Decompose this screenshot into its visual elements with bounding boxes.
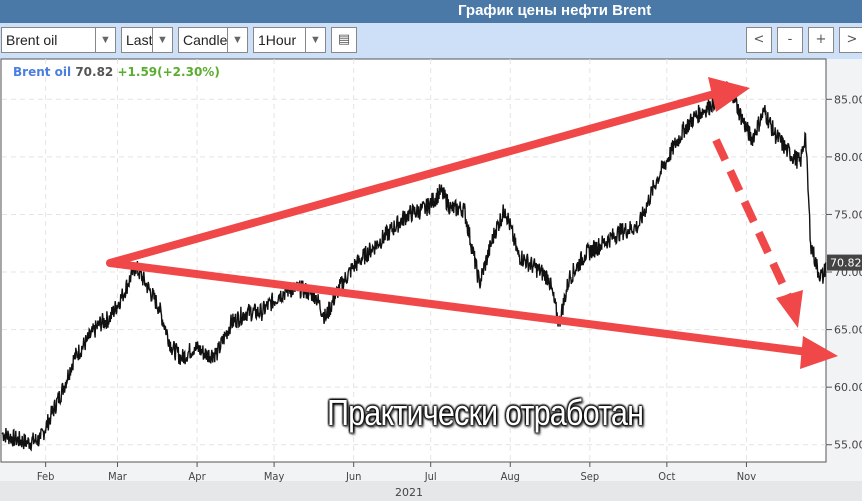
interval-value: 1Hour — [258, 32, 297, 48]
table-view-button[interactable]: ▤ — [331, 27, 357, 53]
lower-trend-arrow — [106, 259, 812, 356]
annotation-caption: Практически отработан — [327, 392, 644, 433]
chart-legend: Brent oil 70.82 +1.59(+2.30%) — [13, 65, 220, 79]
zoom-out-button[interactable]: - — [777, 27, 803, 53]
last-price-label: 70.82 — [830, 257, 862, 270]
legend-change: +1.59(+2.30%) — [117, 65, 220, 79]
scroll-right-button[interactable]: > — [839, 27, 862, 53]
x-axis-label: 2021 — [395, 486, 423, 499]
x-tick-label: Oct — [658, 470, 675, 483]
y-tick-label: 85.00 — [834, 93, 862, 106]
annotation-arrows — [106, 77, 838, 369]
chevron-down-icon[interactable]: ▼ — [227, 28, 247, 52]
year-band — [0, 481, 862, 501]
x-tick-label: Aug — [501, 470, 520, 483]
upper-trend-arrow — [106, 89, 722, 267]
arrow-head — [708, 77, 750, 112]
dashed-down-arrow — [712, 138, 794, 302]
chevron-down-icon[interactable]: ▼ — [305, 28, 325, 52]
y-tick-label: 55.00 — [834, 439, 862, 452]
arrow-head — [776, 290, 803, 328]
x-tick-label: Jul — [424, 470, 437, 483]
instrument-value: Brent oil — [6, 32, 58, 48]
arrow-head — [800, 336, 838, 369]
y-tick-label: 65.00 — [834, 324, 862, 337]
y-tick-label: 60.00 — [834, 381, 862, 394]
y-tick-label: 80.00 — [834, 151, 862, 164]
y-tick-label: 75.00 — [834, 208, 862, 221]
chart-type-value: Candle — [183, 32, 228, 48]
x-tick-label: Apr — [189, 470, 207, 483]
x-tick-label: May — [264, 470, 285, 483]
price-type-select[interactable]: Last ▼ — [121, 27, 173, 53]
x-tick-label: Feb — [37, 470, 54, 483]
x-tick-label: Mar — [108, 470, 128, 483]
title-bar: График цены нефти Brent — [0, 0, 862, 23]
interval-select[interactable]: 1Hour ▼ — [253, 27, 326, 53]
x-tick-label: Jun — [345, 470, 361, 483]
x-tick-label: Sep — [581, 470, 600, 483]
last-price-badge — [827, 254, 862, 271]
legend-price: 70.82 — [75, 65, 114, 79]
chevron-down-icon[interactable]: ▼ — [95, 28, 115, 52]
price-type-value: Last — [126, 32, 153, 48]
scroll-left-button[interactable]: < — [746, 27, 772, 53]
price-series-line — [1, 80, 827, 452]
chart-type-select[interactable]: Candle ▼ — [178, 27, 248, 53]
zoom-in-button[interactable]: + — [808, 27, 834, 53]
chevron-down-icon[interactable]: ▼ — [152, 28, 172, 52]
table-icon: ▤ — [337, 32, 351, 47]
legend-name: Brent oil — [13, 65, 72, 79]
x-tick-label: Nov — [737, 470, 756, 483]
window-title: График цены нефти Brent — [458, 2, 652, 19]
instrument-select[interactable]: Brent oil ▼ — [1, 27, 116, 53]
toolbar: Brent oil ▼ Last ▼ Candle ▼ 1Hour ▼ ▤ < - + … — [0, 23, 862, 59]
